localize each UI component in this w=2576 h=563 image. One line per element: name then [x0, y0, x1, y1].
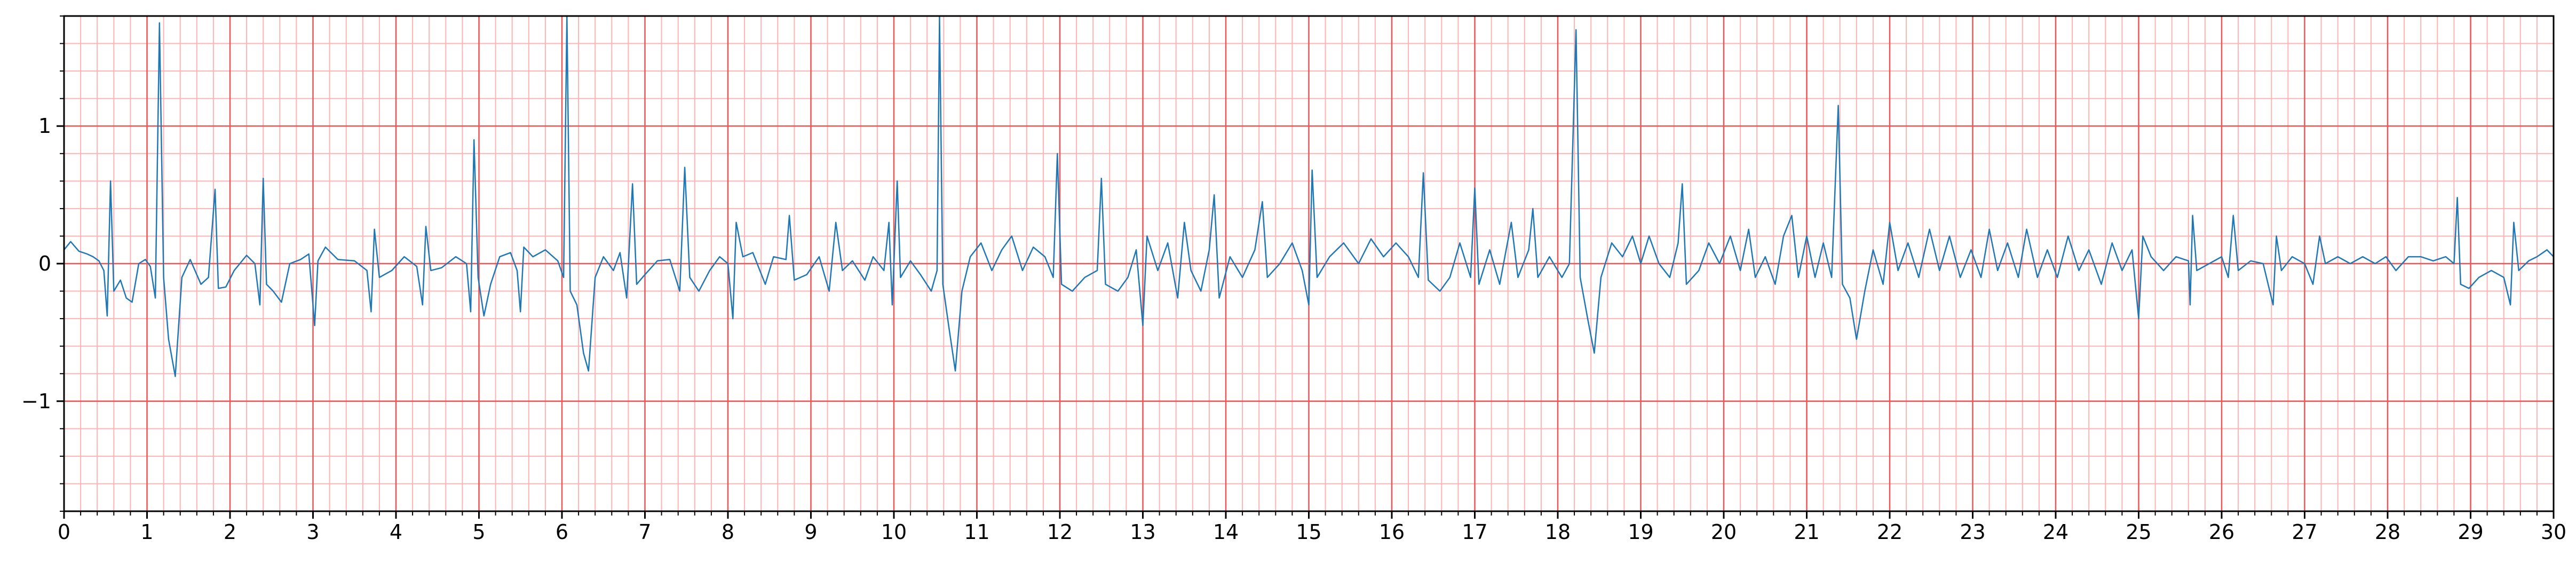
x-tick-label: 19 — [1628, 520, 1653, 544]
y-tick-label: 1 — [38, 114, 51, 138]
x-tick-label: 6 — [556, 520, 568, 544]
x-tick-label: 4 — [390, 520, 402, 544]
x-tick-label: 8 — [722, 520, 734, 544]
x-tick-label: 16 — [1379, 520, 1405, 544]
x-tick-label: 18 — [1545, 520, 1571, 544]
x-tick-label: 7 — [638, 520, 651, 544]
x-tick-label: 0 — [58, 520, 70, 544]
x-tick-label: 5 — [472, 520, 485, 544]
y-tick-label: −1 — [21, 390, 51, 413]
x-tick-label: 24 — [2043, 520, 2068, 544]
x-tick-label: 20 — [1711, 520, 1737, 544]
x-tick-label: 25 — [2126, 520, 2151, 544]
x-tick-label: 21 — [1794, 520, 1819, 544]
ecg-series-line — [64, 15, 2554, 377]
x-tick-label: 9 — [804, 520, 817, 544]
x-tick-label: 1 — [140, 520, 153, 544]
x-tick-label: 30 — [2541, 520, 2566, 544]
x-tick-label: 29 — [2458, 520, 2483, 544]
x-tick-label: 2 — [224, 520, 236, 544]
x-tick-label: 11 — [964, 520, 989, 544]
y-axis: −1 0 1 — [21, 15, 64, 512]
x-tick-label: 23 — [1960, 520, 1985, 544]
y-tick-label: 0 — [38, 252, 51, 275]
x-tick-label: 17 — [1462, 520, 1487, 544]
major-grid — [63, 16, 2555, 511]
x-tick-label: 3 — [306, 520, 319, 544]
x-tick-label: 28 — [2375, 520, 2400, 544]
plot-area — [64, 15, 2554, 377]
x-tick-label: 10 — [881, 520, 907, 544]
x-tick-label: 22 — [1877, 520, 1903, 544]
x-tick-label: 26 — [2209, 520, 2234, 544]
x-tick-label: 27 — [2292, 520, 2317, 544]
x-axis: 0 1 2 3 4 5 6 7 8 9 10 11 12 13 14 15 16 17 18 19 20 21 22 23 24… — [58, 511, 2566, 544]
x-tick-label: 14 — [1213, 520, 1239, 544]
x-tick-label: 12 — [1047, 520, 1073, 544]
x-tick-label: 13 — [1130, 520, 1155, 544]
x-tick-label: 15 — [1296, 520, 1321, 544]
